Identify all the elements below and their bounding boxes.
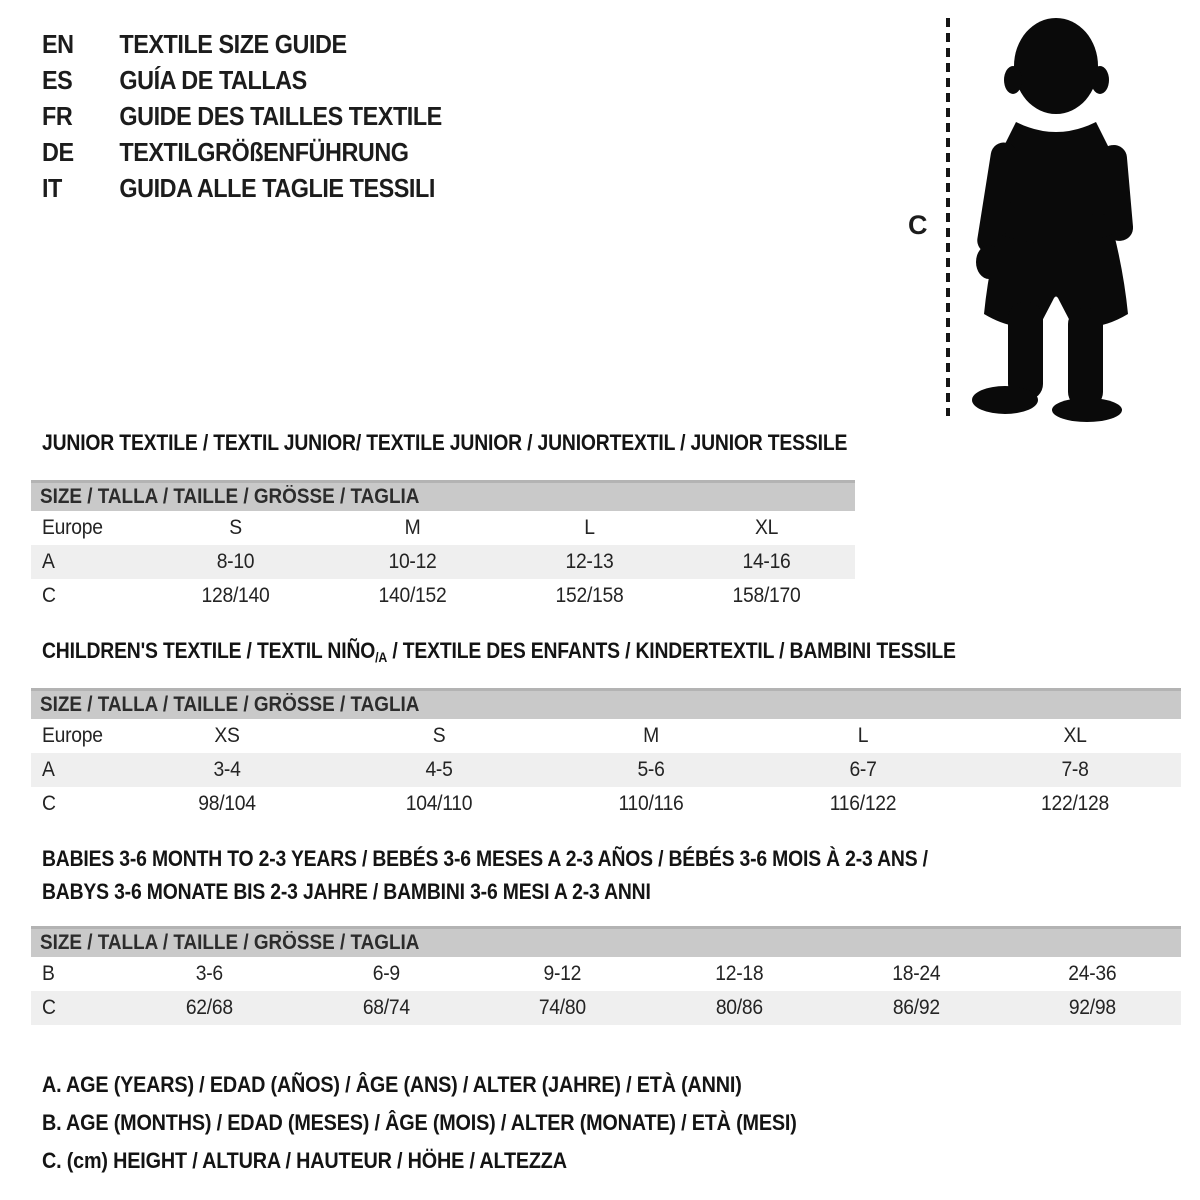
table-cell: 80/86 [715, 996, 763, 1019]
table-cell: M [404, 516, 421, 539]
section-title-children-main: CHILDREN'S TEXTILE / TEXTIL NIÑO [42, 638, 376, 663]
table-cell: 9-12 [543, 962, 582, 985]
table-cell: 12-18 [715, 962, 764, 985]
row-label: A [42, 758, 55, 781]
size-header-text: SIZE / TALLA / TAILLE / GRÖSSE / TAGLIA [40, 931, 420, 954]
table-cell: 122/128 [1041, 792, 1109, 815]
legend: A. AGE (YEARS) / EDAD (AÑOS) / ÂGE (ANS)… [42, 1066, 880, 1180]
row-label: C [42, 792, 56, 815]
height-measure-dashed-line [946, 18, 950, 416]
section-title-babies: BABIES 3-6 MONTH TO 2-3 YEARS / BEBÉS 3-… [42, 842, 928, 908]
junior-size-table: SIZE / TALLA / TAILLE / GRÖSSE / TAGLIA … [31, 480, 855, 613]
table-row: B 3-6 6-9 9-12 12-18 18-24 24-36 [31, 957, 1181, 991]
size-header-bar: SIZE / TALLA / TAILLE / GRÖSSE / TAGLIA [31, 480, 855, 511]
legend-item-a: A. AGE (YEARS) / EDAD (AÑOS) / ÂGE (ANS)… [42, 1072, 742, 1097]
table-cell: 3-6 [195, 962, 223, 985]
section-title-children: CHILDREN'S TEXTILE / TEXTIL NIÑO/A / TEX… [42, 638, 956, 665]
language-row-de: DE TEXTILGRÖßENFÜHRUNG [42, 134, 442, 170]
language-row-fr: FR GUIDE DES TAILLES TEXTILE [42, 98, 442, 134]
row-label: B [42, 962, 55, 985]
table-cell: 128/140 [201, 584, 270, 607]
table-row: A 3-4 4-5 5-6 6-7 7-8 [31, 753, 1181, 787]
legend-item-c: C. (cm) HEIGHT / ALTURA / HAUTEUR / HÖHE… [42, 1148, 567, 1173]
row-label: C [42, 996, 56, 1019]
table-cell: 3-4 [213, 758, 241, 781]
table-cell: 152/158 [555, 584, 624, 607]
language-code: DE [42, 136, 74, 167]
table-cell: 158/170 [732, 584, 801, 607]
table-cell: 116/122 [829, 792, 897, 815]
table-cell: 6-9 [372, 962, 400, 985]
table-row: C 62/68 68/74 74/80 80/86 86/92 92/98 [31, 991, 1181, 1025]
language-row-es: ES GUÍA DE TALLAS [42, 62, 442, 98]
table-cell: 68/74 [362, 996, 410, 1019]
language-code: EN [42, 28, 74, 59]
table-cell: 110/116 [618, 792, 684, 815]
language-code: FR [42, 100, 73, 131]
table-cell: 7-8 [1061, 758, 1089, 781]
language-row-en: EN TEXTILE SIZE GUIDE [42, 26, 442, 62]
table-cell: 140/152 [378, 584, 447, 607]
language-header: EN TEXTILE SIZE GUIDE ES GUÍA DE TALLAS … [42, 26, 486, 206]
size-header-text: SIZE / TALLA / TAILLE / GRÖSSE / TAGLIA [40, 693, 420, 716]
language-title: GUÍA DE TALLAS [119, 64, 307, 95]
table-cell: 6-7 [849, 758, 877, 781]
table-cell: L [857, 724, 869, 747]
table-cell: 12-13 [565, 550, 614, 573]
table-cell: 74/80 [539, 996, 587, 1019]
row-label: Europe [42, 516, 103, 539]
row-label: C [42, 584, 56, 607]
table-cell: 8-10 [216, 550, 255, 573]
children-size-table: SIZE / TALLA / TAILLE / GRÖSSE / TAGLIA … [31, 688, 1181, 821]
table-cell: 24-36 [1068, 962, 1117, 985]
table-cell: 62/68 [185, 996, 233, 1019]
table-cell: 4-5 [425, 758, 453, 781]
language-title: GUIDA ALLE TAGLIE TESSILI [119, 172, 435, 203]
table-cell: 104/110 [405, 792, 473, 815]
table-cell: 92/98 [1069, 996, 1117, 1019]
size-header-bar: SIZE / TALLA / TAILLE / GRÖSSE / TAGLIA [31, 926, 1181, 957]
language-code: IT [42, 172, 62, 203]
language-title: GUIDE DES TAILLES TEXTILE [119, 100, 442, 131]
legend-item-b: B. AGE (MONTHS) / EDAD (MESES) / ÂGE (MO… [42, 1110, 797, 1135]
language-title: TEXTILE SIZE GUIDE [119, 28, 347, 59]
table-cell: XL [754, 516, 779, 539]
table-row: C 98/104 104/110 110/116 116/122 122/128 [31, 787, 1181, 821]
section-title-children-rest: / TEXTILE DES ENFANTS / KINDERTEXTIL / B… [387, 638, 956, 663]
table-row: C 128/140 140/152 152/158 158/170 [31, 579, 855, 613]
table-cell: M [643, 724, 659, 747]
section-title-children-subscript: /A [375, 649, 388, 665]
row-label: A [42, 550, 55, 573]
table-cell: XS [214, 724, 240, 747]
row-label: Europe [42, 724, 103, 747]
language-title: TEXTILGRÖßENFÜHRUNG [119, 136, 409, 167]
table-row: Europe XS S M L XL [31, 719, 1181, 753]
language-row-it: IT GUIDA ALLE TAGLIE TESSILI [42, 170, 442, 206]
size-header-text: SIZE / TALLA / TAILLE / GRÖSSE / TAGLIA [40, 485, 420, 508]
section-title-junior: JUNIOR TEXTILE / TEXTIL JUNIOR/ TEXTILE … [42, 430, 848, 455]
table-row: A 8-10 10-12 12-13 14-16 [31, 545, 855, 579]
table-cell: S [432, 724, 446, 747]
table-cell: S [229, 516, 242, 539]
table-cell: 10-12 [388, 550, 437, 573]
table-cell: 18-24 [891, 962, 941, 985]
table-row: Europe S M L XL [31, 511, 855, 545]
size-header-bar: SIZE / TALLA / TAILLE / GRÖSSE / TAGLIA [31, 688, 1181, 719]
babies-size-table: SIZE / TALLA / TAILLE / GRÖSSE / TAGLIA … [31, 926, 1181, 1025]
table-cell: XL [1063, 724, 1087, 747]
height-measure-label: C [908, 210, 928, 240]
table-cell: 14-16 [742, 550, 791, 573]
table-cell: L [584, 516, 595, 539]
section-title-babies-line2: BABYS 3-6 MONATE BIS 2-3 JAHRE / BAMBINI… [42, 879, 651, 904]
toddler-silhouette-image [972, 18, 1134, 422]
section-title-babies-line1: BABIES 3-6 MONTH TO 2-3 YEARS / BEBÉS 3-… [42, 846, 928, 871]
table-cell: 5-6 [637, 758, 665, 781]
table-cell: 98/104 [198, 792, 256, 815]
table-cell: 86/92 [892, 996, 940, 1019]
language-code: ES [42, 64, 73, 95]
